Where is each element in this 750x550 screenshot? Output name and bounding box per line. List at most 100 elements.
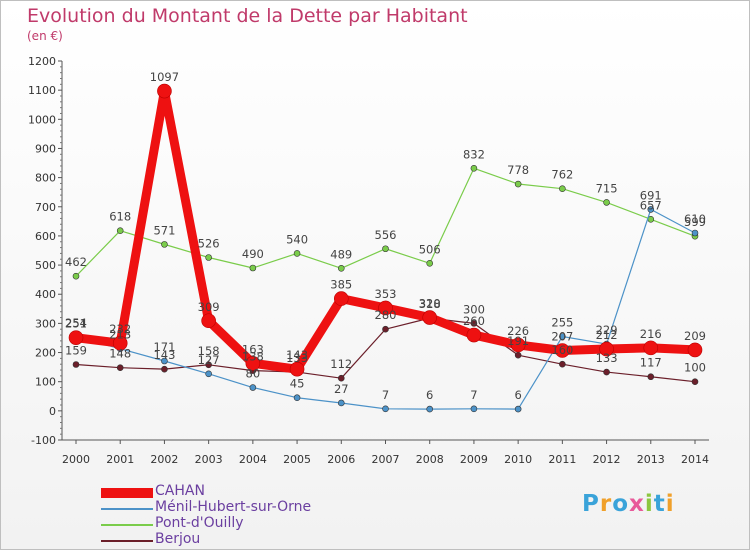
x-tick-label: 2004: [239, 453, 267, 466]
y-tick-label: 700: [35, 201, 56, 214]
legend-label: Berjou: [155, 531, 201, 547]
data-label: 526: [198, 236, 220, 250]
data-point: [510, 337, 526, 353]
data-point: [647, 206, 655, 213]
data-point: [691, 229, 699, 237]
data-point: [337, 399, 345, 407]
data-label: 226: [507, 324, 529, 338]
data-label: 148: [109, 347, 131, 361]
data-point: [514, 180, 522, 188]
data-label: 143: [153, 348, 175, 362]
data-point: [72, 361, 80, 368]
data-label: 610: [684, 212, 706, 226]
data-point: [647, 373, 655, 381]
data-label: 320: [419, 297, 441, 311]
data-point: [116, 364, 124, 371]
data-point: [426, 260, 434, 267]
data-point: [205, 254, 212, 261]
data-label: 212: [596, 328, 618, 342]
data-point: [289, 361, 305, 377]
legend-swatch: [101, 488, 153, 498]
data-label: 309: [198, 300, 220, 314]
chart-title: Evolution du Montant de la Dette par Hab…: [27, 5, 468, 27]
logo-letter: i: [665, 491, 675, 517]
logo-letter: o: [612, 491, 630, 517]
data-label: 506: [419, 242, 441, 256]
data-label: 112: [330, 357, 352, 371]
data-point: [422, 310, 438, 325]
y-tick-label: 400: [35, 288, 56, 301]
data-label: 385: [330, 278, 352, 292]
x-tick-label: 2008: [416, 453, 444, 466]
data-point: [603, 368, 610, 376]
data-label: 100: [684, 361, 706, 375]
data-point: [382, 405, 389, 413]
data-point: [691, 378, 699, 385]
data-label: 657: [640, 198, 662, 212]
data-label: 489: [330, 247, 352, 261]
data-label: 599: [684, 215, 706, 229]
y-tick-label: 100: [35, 376, 56, 389]
x-tick-label: 2002: [150, 453, 178, 466]
data-label: 300: [463, 302, 485, 316]
data-point: [161, 241, 168, 248]
y-tick-label: 0: [49, 405, 56, 418]
x-tick-label: 2001: [106, 453, 134, 466]
data-label: 163: [242, 342, 264, 356]
logo-letter: x: [629, 491, 645, 517]
data-label: 255: [551, 316, 573, 330]
data-label: 133: [286, 351, 308, 365]
x-tick-label: 2007: [372, 453, 400, 466]
data-point: [426, 405, 434, 413]
y-tick-label: 300: [35, 317, 56, 330]
logo-letter: r: [599, 491, 613, 517]
data-label: 832: [463, 147, 485, 161]
data-label: 207: [551, 329, 573, 343]
proxiti-logo: Proxiti: [582, 491, 675, 517]
data-point: [205, 361, 212, 369]
data-point: [514, 351, 522, 359]
y-tick-label: 1100: [28, 84, 56, 97]
data-point: [555, 343, 570, 358]
data-point: [161, 365, 168, 373]
legend-swatch: [101, 524, 153, 526]
data-point: [337, 264, 345, 272]
data-label: 1097: [150, 70, 179, 84]
data-label: 490: [242, 247, 264, 261]
data-point: [470, 405, 478, 413]
data-label: 571: [153, 223, 175, 237]
data-point: [201, 313, 216, 329]
data-point: [382, 325, 389, 333]
x-tick-label: 2014: [681, 453, 709, 466]
y-tick-label: 1000: [28, 113, 56, 126]
data-point: [333, 291, 349, 306]
legend-label: Ménil-Hubert-sur-Orne: [155, 499, 312, 515]
x-tick-label: 2013: [637, 453, 665, 466]
y-tick-label: 900: [35, 142, 56, 155]
y-tick-label: 1200: [28, 55, 56, 68]
data-point: [116, 227, 124, 234]
data-point: [382, 245, 389, 253]
data-point: [559, 333, 566, 340]
data-point: [514, 405, 522, 413]
data-label: 6: [426, 388, 433, 402]
data-point: [559, 360, 566, 368]
data-point: [470, 164, 478, 172]
logo-letter: t: [653, 491, 666, 517]
data-label: 138: [242, 350, 264, 364]
data-point: [249, 264, 257, 272]
logo-letter: P: [582, 491, 600, 517]
data-point: [293, 250, 301, 257]
data-point: [161, 357, 168, 365]
data-label: 778: [507, 163, 529, 177]
data-label: 158: [198, 344, 220, 358]
data-label: 6: [514, 388, 521, 402]
x-tick-label: 2006: [327, 453, 355, 466]
x-tick-label: 2012: [593, 453, 621, 466]
legend-label: CAHAN: [155, 483, 205, 499]
x-tick-label: 2009: [460, 453, 488, 466]
y-tick-label: -100: [31, 434, 56, 447]
data-label: 7: [470, 388, 477, 402]
data-point: [337, 374, 345, 382]
